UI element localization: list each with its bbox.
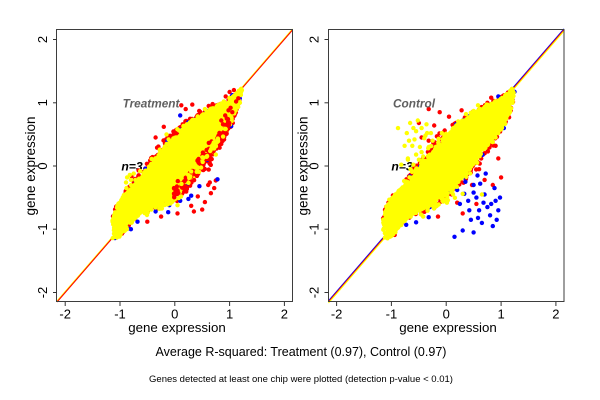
svg-text:-2: -2 bbox=[307, 287, 322, 299]
svg-text:gene expression: gene expression bbox=[296, 116, 311, 215]
svg-text:-2: -2 bbox=[331, 307, 343, 322]
svg-text:1: 1 bbox=[226, 307, 233, 322]
svg-text:2: 2 bbox=[281, 307, 288, 322]
svg-text:gene expression: gene expression bbox=[23, 116, 38, 215]
svg-text:0: 0 bbox=[307, 162, 322, 169]
svg-text:-1: -1 bbox=[35, 223, 50, 235]
svg-text:0: 0 bbox=[171, 307, 178, 322]
svg-text:-2: -2 bbox=[59, 307, 71, 322]
svg-text:Average R-squared: Treatment (: Average R-squared: Treatment (0.97), Con… bbox=[156, 345, 447, 359]
svg-text:Control: Control bbox=[393, 97, 436, 111]
svg-text:-1: -1 bbox=[114, 307, 126, 322]
svg-text:1: 1 bbox=[497, 307, 504, 322]
svg-text:-1: -1 bbox=[307, 223, 322, 235]
svg-text:gene expression: gene expression bbox=[399, 320, 497, 335]
svg-text:1: 1 bbox=[35, 99, 50, 106]
svg-text:Genes detected at least one ch: Genes detected at least one chip were pl… bbox=[149, 374, 453, 385]
svg-text:2: 2 bbox=[552, 307, 559, 322]
svg-text:gene expression: gene expression bbox=[128, 320, 226, 335]
svg-text:2: 2 bbox=[35, 36, 50, 43]
svg-text:0: 0 bbox=[443, 307, 450, 322]
svg-text:0: 0 bbox=[35, 162, 50, 169]
svg-text:-2: -2 bbox=[35, 287, 50, 299]
svg-text:2: 2 bbox=[307, 36, 322, 43]
svg-text:1: 1 bbox=[307, 99, 322, 106]
svg-text:-1: -1 bbox=[386, 307, 398, 322]
svg-text:Treatment: Treatment bbox=[123, 97, 181, 111]
